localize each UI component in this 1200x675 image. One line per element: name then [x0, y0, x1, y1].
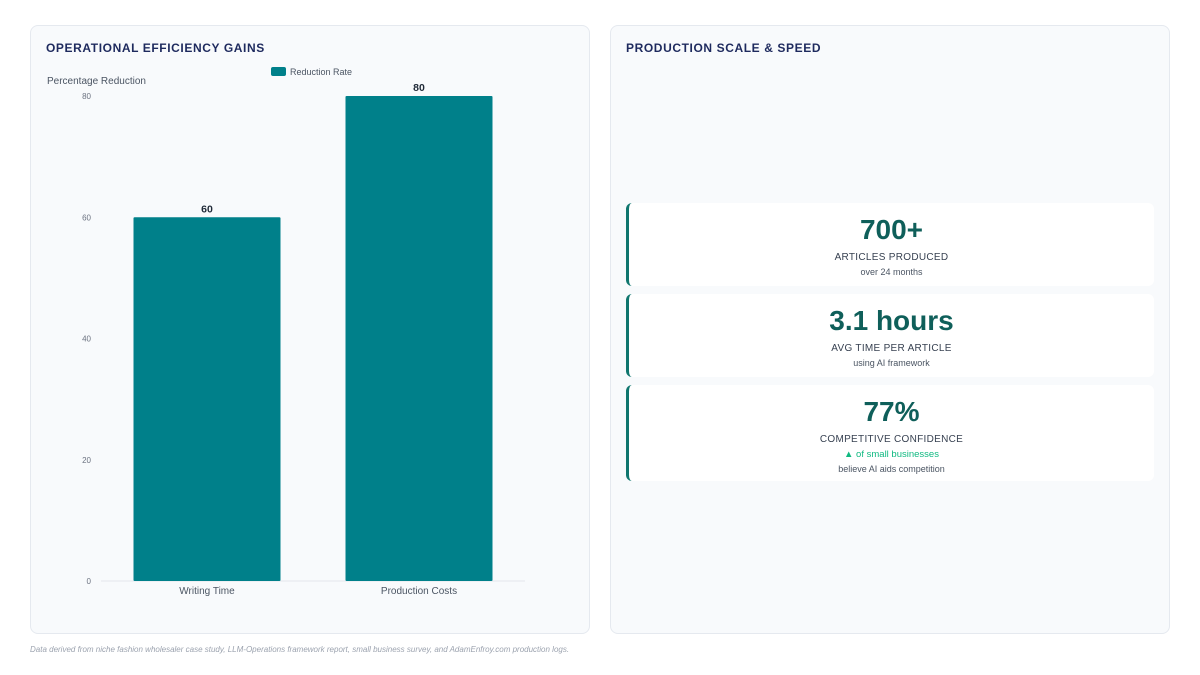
bar-writing-time — [133, 217, 281, 581]
efficiency-panel: OPERATIONAL EFFICIENCY GAINS Percentage … — [30, 25, 590, 634]
y-tick-label: 60 — [82, 213, 91, 222]
y-tick-label: 0 — [87, 577, 92, 586]
bar-value-label: 80 — [413, 82, 425, 94]
y-tick-label: 20 — [82, 456, 91, 465]
stat-value: 700+ — [859, 214, 924, 245]
efficiency-bar-chart: Percentage Reduction 0 20 40 60 80 Reduction R… — [47, 67, 525, 597]
source-footnote: Data derived from niche fashion wholesal… — [30, 645, 570, 654]
y-tick-label: 80 — [82, 92, 91, 101]
legend-label: Reduction Rate — [290, 67, 352, 77]
bar-production-costs — [345, 96, 493, 581]
stat-card-articles: 700+ ARTICLES PRODUCED over 24 months — [626, 203, 1154, 286]
stat-subtext: believe AI aids competition — [838, 464, 945, 474]
stat-value: 77% — [863, 396, 920, 427]
y-tick-label: 40 — [82, 335, 91, 344]
stat-label: COMPETITIVE CONFIDENCE — [819, 434, 964, 445]
x-tick-label: Production Costs — [381, 586, 457, 597]
x-tick-label: Writing Time — [179, 586, 235, 597]
stat-subtext: using AI framework — [853, 358, 930, 368]
stat-value: 3.1 hours — [829, 305, 954, 336]
y-axis-title: Percentage Reduction — [47, 76, 146, 87]
production-panel: PRODUCTION SCALE & SPEED 700+ ARTICLES P… — [610, 25, 1170, 634]
bar-value-label: 60 — [201, 203, 213, 215]
stat-trend: ▲ of small businesses — [844, 449, 939, 460]
stat-card-time: 3.1 hours AVG TIME PER ARTICLE using AI … — [626, 294, 1154, 377]
stat-label: AVG TIME PER ARTICLE — [831, 343, 952, 354]
stat-label: ARTICLES PRODUCED — [834, 252, 949, 263]
stat-subtext: over 24 months — [860, 267, 923, 277]
production-panel-title: PRODUCTION SCALE & SPEED — [626, 41, 822, 55]
stat-card-confidence: 77% COMPETITIVE CONFIDENCE ▲ of small bu… — [626, 385, 1154, 481]
efficiency-panel-title: OPERATIONAL EFFICIENCY GAINS — [46, 41, 265, 55]
legend-swatch — [271, 67, 286, 76]
